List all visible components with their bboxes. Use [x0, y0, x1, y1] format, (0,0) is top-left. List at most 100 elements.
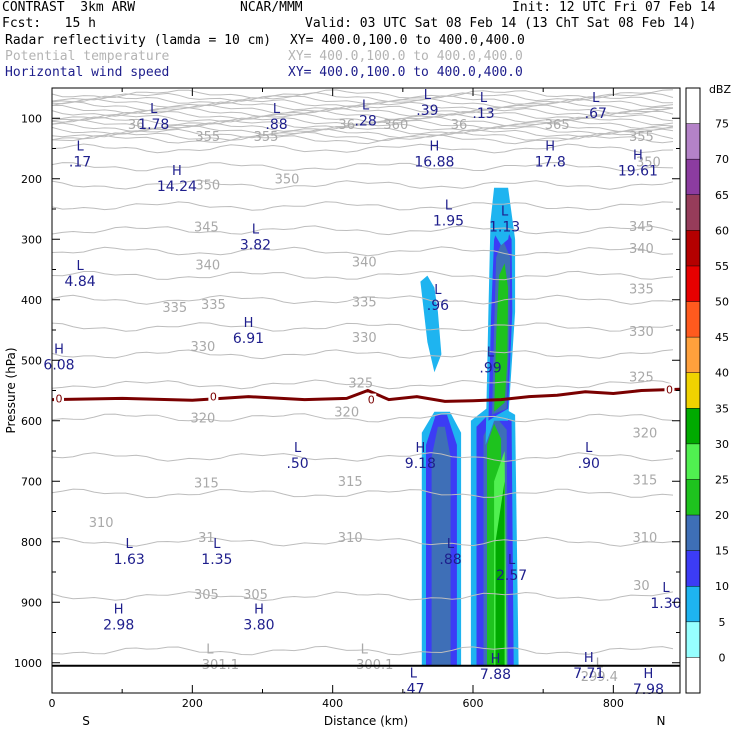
colorbar-swatch	[686, 550, 700, 587]
wind-label: L1.95	[433, 198, 464, 229]
isentrope-line	[51, 591, 674, 602]
wind-extremum-type: H	[633, 149, 643, 164]
wind-label: H7.71	[573, 651, 604, 682]
colorbar-label: 45	[715, 331, 729, 344]
wind-label: H6.08	[43, 342, 74, 373]
ytick-label: 700	[21, 475, 42, 488]
wind-label: H7.88	[480, 652, 511, 683]
wind-label: L4.84	[64, 259, 95, 290]
isentrope-label: 335	[162, 301, 187, 316]
wind-extremum-type: L	[480, 91, 488, 106]
wind-extremum-type: L	[424, 88, 432, 103]
isentrope-line	[51, 488, 674, 499]
y-axis-label: Pressure (hPa)	[4, 347, 18, 433]
isentrope-label: 310	[633, 531, 658, 546]
colorbar-swatch	[686, 408, 700, 444]
wind-extremum-value: .88	[265, 117, 287, 133]
wind-extremum-value: .17	[69, 155, 91, 171]
wind-extremum-value: 1.35	[201, 552, 232, 568]
wind-label: L3.82	[240, 222, 271, 253]
wind-extremum-value: 2.98	[103, 617, 134, 633]
wind-extremum-value: 7.88	[480, 667, 511, 683]
isentrope-label: 350	[275, 173, 300, 188]
wind-label: H7.98	[633, 667, 664, 698]
isentrope-label: 345	[194, 220, 219, 235]
wind-label: H19.61	[618, 149, 658, 180]
x-axis-label: Distance (km)	[324, 714, 408, 728]
isentrope-label: 360	[383, 118, 408, 133]
reflectivity-cell-8	[495, 481, 505, 666]
field2-xy: XY= 400.0,100.0 to 400.0,400.0	[288, 49, 523, 64]
wind-speed-labels: L1.78L.88L.28L.39L.13L.67L.17H14.24H16.8…	[43, 88, 681, 698]
colorbar-swatch	[686, 372, 700, 409]
isentrope-label: 310	[89, 516, 114, 531]
isentrope-line	[51, 122, 674, 133]
wind-extremum-type: L	[501, 204, 509, 219]
wind-label: H16.88	[414, 140, 454, 171]
isentrope-label: 335	[352, 295, 377, 310]
isentrope-label: 325	[348, 376, 373, 391]
colorbar-swatch	[686, 515, 700, 551]
xtick-label: 800	[603, 697, 624, 710]
wind-label: L1.63	[114, 537, 145, 568]
isentrope-label: 36	[128, 118, 145, 133]
colorbar-label: 20	[715, 509, 729, 522]
colorbar-swatch	[686, 301, 700, 338]
isentrope-label: 305	[194, 588, 219, 603]
wind-extremum-type: H	[172, 164, 182, 179]
freezing-label-bg	[366, 393, 377, 406]
ytick-label: 300	[21, 233, 42, 246]
isentrope-line	[51, 89, 674, 99]
wind-extremum-value: 3.80	[243, 617, 274, 633]
colorbar: 0 5 10 15 20 25 30 35 40 45 50 55 60 65 70 75 dBZ	[685, 83, 731, 694]
wind-extremum-type: L	[213, 537, 221, 552]
wind-extremum-value: 1.63	[114, 552, 145, 568]
wind-label: L.67	[585, 91, 607, 122]
colorbar-swatch	[686, 230, 700, 266]
wind-label: H17.8	[535, 140, 566, 171]
isentrope-label: 335	[201, 298, 226, 313]
wind-extremum-type: L	[508, 553, 516, 568]
isentrope-label: 310	[338, 531, 363, 546]
isentrope-label: 355	[195, 130, 220, 145]
colorbar-label: 0	[719, 651, 726, 664]
isentrope-line	[51, 536, 674, 547]
isentrope-label: 330	[629, 325, 654, 340]
isentrope-label: 315	[194, 476, 219, 491]
colorbar-swatch	[686, 194, 700, 231]
wind-extremum-type: H	[491, 652, 501, 667]
isentrope-line	[51, 143, 674, 154]
wind-label: L.39	[416, 88, 438, 119]
north-label: N	[657, 714, 666, 728]
wind-extremum-type: H	[430, 140, 440, 155]
wind-extremum-value: .47	[402, 682, 424, 698]
xtick-label: 200	[182, 697, 203, 710]
field1-label: Radar reflectivity (lamda = 10 cm)	[5, 33, 272, 48]
isentrope-label: 355	[254, 130, 279, 145]
colorbar-swatch	[686, 265, 700, 302]
isentrope-line	[51, 294, 674, 305]
wind-label: H14.24	[157, 164, 197, 195]
isentrope-line	[51, 349, 674, 360]
isentrope-line	[51, 128, 674, 139]
wind-extremum-type: H	[254, 602, 264, 617]
ytick-label: 800	[21, 536, 42, 549]
wind-extremum-type: H	[54, 342, 64, 357]
wind-extremum-value: 14.24	[157, 179, 197, 195]
ytick-label: 200	[21, 173, 42, 186]
field3-label: Horizontal wind speed	[5, 65, 170, 80]
wind-extremum-type: L	[76, 140, 84, 155]
colorbar-label: 60	[715, 224, 729, 237]
isentrope-label: 340	[195, 259, 220, 274]
isentrope-label: 325	[629, 370, 654, 385]
wind-label: H9.18	[405, 441, 436, 472]
isentrope-line	[51, 179, 674, 190]
wind-extremum-type: L	[410, 667, 418, 682]
isentrope-label: 36	[451, 118, 468, 133]
wind-extremum-value: 17.8	[535, 155, 566, 171]
wind-extremum-type: L	[252, 222, 260, 237]
wind-extremum-value: 2.57	[496, 568, 527, 584]
freezing-label-bg	[664, 383, 675, 396]
org-label: NCAR/MMM	[240, 0, 303, 15]
